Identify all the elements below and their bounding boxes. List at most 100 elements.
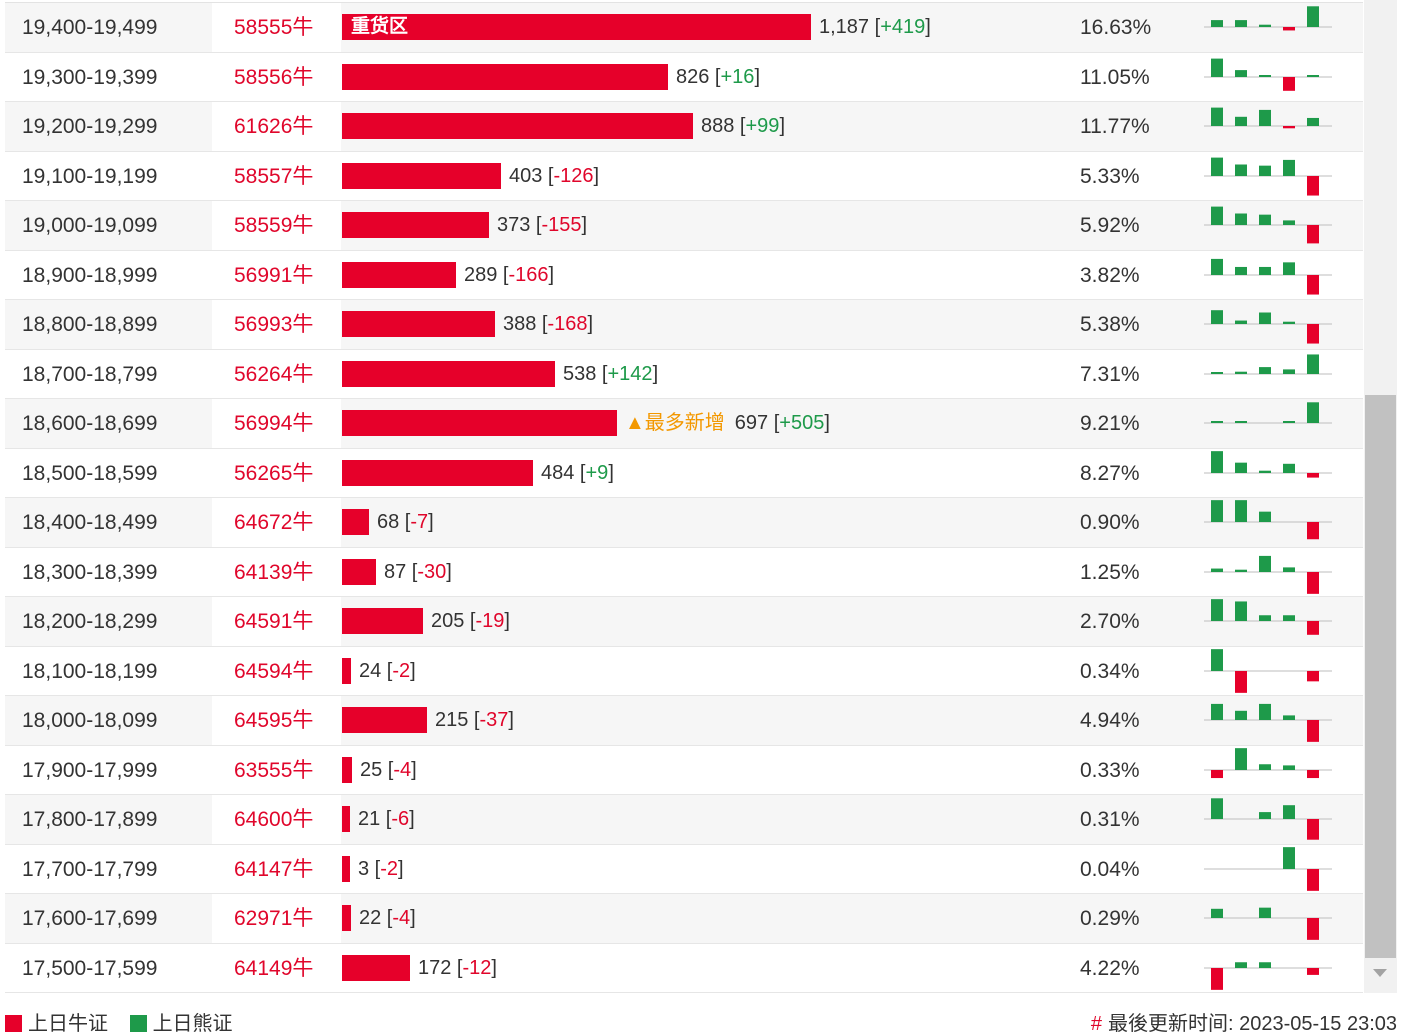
sparkline-bar (1259, 74, 1271, 77)
table-row[interactable]: 19,400-19,499 58555牛 重货区 1,187 [+419] 16.63% (5, 3, 1363, 53)
quantity-change: +16 (720, 65, 755, 88)
code-cell-bg (212, 3, 341, 52)
table-row[interactable]: 18,800-18,899 56993牛 388 [-168] 5.38% (5, 300, 1363, 350)
code-cell-bg (212, 745, 341, 794)
scroll-down-arrow-icon[interactable] (1373, 969, 1387, 977)
quantity-info: ▲最多新增 697 [+505] (625, 412, 830, 434)
quantity-info: 22 [-4] (359, 907, 416, 929)
warrant-code-link[interactable]: 64591牛 (234, 610, 314, 633)
table-row[interactable]: 17,900-17,999 63555牛 25 [-4] 0.33% (5, 745, 1363, 795)
quantity-value: 538 (563, 362, 597, 385)
table-row[interactable]: 18,400-18,499 64672牛 68 [-7] 0.90% (5, 498, 1363, 548)
warrant-code-link[interactable]: 56993牛 (234, 313, 314, 336)
table-row[interactable]: 18,200-18,299 64591牛 205 [-19] 2.70% (5, 597, 1363, 647)
sparkline-bar (1211, 310, 1223, 324)
sparkline-bar (1235, 569, 1247, 572)
table-row[interactable]: 19,000-19,099 58559牛 373 [-155] 5.92% (5, 201, 1363, 251)
quantity-bar (342, 459, 533, 486)
five-day-sparkline (1204, 703, 1332, 742)
warrant-code-link[interactable]: 56264牛 (234, 362, 314, 386)
quantity-value: 3 (358, 857, 370, 880)
quantity-change: -166 (508, 263, 549, 286)
warrant-code-link[interactable]: 58556牛 (234, 65, 314, 89)
quantity-info: 68 [-7] (377, 511, 434, 533)
warrant-code-link[interactable]: 63555牛 (234, 758, 314, 782)
most-added-flag: ▲最多新增 (625, 412, 725, 434)
table-row[interactable]: 19,100-19,199 58557牛 403 [-126] 5.33% (5, 151, 1363, 201)
price-range: 18,700-18,799 (22, 362, 158, 386)
warrant-code-link[interactable]: 64149牛 (234, 956, 314, 980)
sparkline-bar (1283, 368, 1295, 374)
scrollbar-thumb[interactable] (1365, 395, 1396, 958)
price-range: 18,100-18,199 (22, 659, 158, 683)
five-day-sparkline (1204, 402, 1332, 424)
table-row[interactable]: 18,900-18,999 56991牛 289 [-166] 3.82% (5, 250, 1363, 300)
sparkline-bar (1211, 20, 1223, 27)
sparkline-bar (1307, 670, 1319, 681)
quantity-info: 215 [-37] (435, 709, 514, 731)
warrant-code-link[interactable]: 64147牛 (234, 857, 314, 881)
five-day-sparkline (1204, 157, 1332, 196)
table-row[interactable]: 18,300-18,399 64139牛 87 [-30] 1.25% (5, 547, 1363, 597)
table-row[interactable]: 18,100-18,199 64594牛 24 [-2] 0.34% (5, 646, 1363, 696)
percentage: 5.92% (1080, 214, 1140, 237)
table-row[interactable]: 17,500-17,599 64149牛 172 [-12] 4.22% (5, 943, 1363, 993)
sparkline-bar (1307, 868, 1319, 891)
warrant-code-link[interactable]: 56991牛 (234, 263, 314, 287)
sparkline-bar (1283, 321, 1295, 324)
sparkline-bar (1211, 421, 1223, 423)
warrant-code-link[interactable]: 58555牛 (234, 16, 314, 39)
code-cell-bg (212, 250, 341, 299)
code-cell-bg (212, 300, 341, 349)
quantity-info: 24 [-2] (359, 659, 416, 682)
vertical-scrollbar[interactable] (1364, 0, 1397, 993)
legend-bear-label: 上日熊证 (152, 1013, 233, 1035)
warrant-code-link[interactable]: 62971牛 (234, 907, 314, 930)
warrant-code-link[interactable]: 61626牛 (234, 115, 314, 138)
quantity-info: 3 [-2] (358, 857, 404, 880)
hash-icon: # (1090, 1013, 1102, 1035)
warrant-code-link[interactable]: 64672牛 (234, 511, 314, 534)
warrant-code-link[interactable]: 56994牛 (234, 412, 314, 435)
table-row[interactable]: 17,800-17,899 64600牛 21 [-6] 0.31% (5, 795, 1363, 845)
sparkline-bar (1307, 769, 1319, 778)
quantity-change: -4 (393, 758, 412, 781)
table-row[interactable]: 18,000-18,099 64595牛 215 [-37] 4.94% (5, 696, 1363, 746)
percentage: 3.82% (1080, 263, 1140, 287)
table-row[interactable]: 19,300-19,399 58556牛 826 [+16] 11.05% (5, 52, 1363, 102)
quantity-value: 484 (541, 461, 575, 484)
sparkline-bar (1307, 274, 1319, 295)
warrant-code-link[interactable]: 64595牛 (234, 709, 314, 732)
table-row[interactable]: 19,200-19,299 61626牛 888 [+99] 11.77% (5, 102, 1363, 152)
sparkline-bar (1211, 599, 1223, 621)
sparkline-bar (1283, 261, 1295, 275)
quantity-change: -4 (392, 907, 411, 929)
quantity-value: 21 (358, 808, 381, 830)
sparkline-bar (1211, 967, 1223, 990)
sparkline-bar (1283, 463, 1295, 473)
sparkline-bar (1211, 703, 1223, 720)
table-row[interactable]: 18,700-18,799 56264牛 538 [+142] 7.31% (5, 349, 1363, 399)
quantity-bar (342, 608, 423, 634)
sparkline-bar (1235, 164, 1247, 176)
sparkline-bar (1259, 615, 1271, 621)
quantity-value: 24 (359, 659, 382, 682)
quantity-change: -6 (391, 808, 410, 830)
table-row[interactable]: 17,700-17,799 64147牛 3 [-2] 0.04% (5, 844, 1363, 894)
warrant-code-link[interactable]: 56265牛 (234, 461, 314, 485)
warrant-code-link[interactable]: 64139牛 (234, 560, 314, 584)
price-range: 19,300-19,399 (22, 65, 158, 89)
table-row[interactable]: 17,600-17,699 62971牛 22 [-4] 0.29% (5, 894, 1363, 944)
quantity-value: 172 (418, 956, 452, 979)
table-row[interactable]: 18,500-18,599 56265牛 484 [+9] 8.27% (5, 448, 1363, 498)
quantity-change: +142 (607, 362, 653, 385)
warrant-code-link[interactable]: 64594牛 (234, 659, 314, 683)
warrant-code-link[interactable]: 64600牛 (234, 808, 314, 831)
warrant-code-link[interactable]: 58559牛 (234, 214, 314, 237)
sparkline-bar (1307, 225, 1319, 244)
bull-distribution-table: 19,400-19,499 58555牛 重货区 1,187 [+419] 16.63%… (5, 2, 1363, 993)
quantity-info: 172 [-12] (418, 956, 497, 979)
warrant-code-link[interactable]: 58557牛 (234, 164, 314, 188)
table-row[interactable]: 18,600-18,699 56994牛 ▲最多新增 697 [+505] 9.21% (5, 399, 1363, 449)
sparkline-bar (1235, 601, 1247, 621)
